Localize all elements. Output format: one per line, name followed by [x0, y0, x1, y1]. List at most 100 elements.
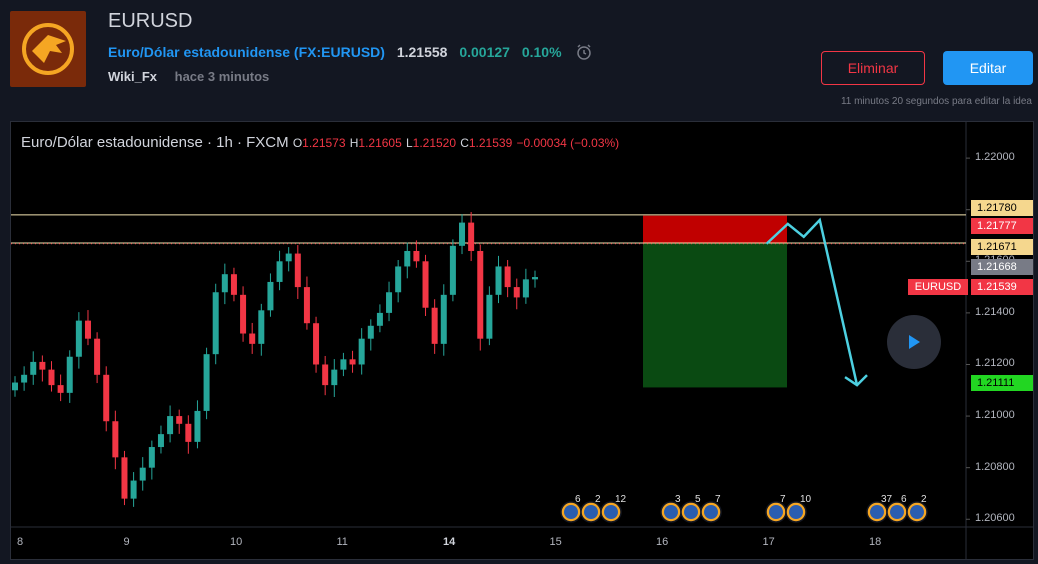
edit-button[interactable]: Editar: [943, 51, 1033, 85]
candle-body: [176, 416, 183, 424]
price-tag: 1.21777: [971, 218, 1033, 234]
candle-body: [267, 281, 274, 311]
candle-body: [212, 292, 219, 355]
candle-body: [39, 361, 46, 370]
candle-body: [57, 385, 64, 393]
author-logo[interactable]: [10, 11, 86, 87]
chart-panel[interactable]: 6 2 12 3 5 7 7 10 37 6 2 Euro/Dólar estadounidense…: [10, 121, 1034, 560]
event-flag-inner: [664, 505, 678, 519]
play-replay-button[interactable]: [887, 315, 941, 369]
play-icon: [909, 335, 920, 349]
idea-arrowhead: [844, 374, 868, 387]
candle-body: [221, 274, 228, 293]
event-count-label: 6: [575, 494, 581, 505]
event-flag-inner: [870, 505, 884, 519]
open-value: 1.21573: [302, 136, 346, 150]
candle-body: [303, 287, 310, 324]
price-change: 0.00127: [459, 44, 510, 61]
event-flag-inner: [769, 505, 783, 519]
alert-clock-icon[interactable]: [575, 43, 593, 64]
event-count-label: 12: [615, 494, 627, 505]
candle-body: [276, 261, 283, 282]
candle-body: [367, 325, 374, 339]
candle-body: [313, 323, 320, 365]
event-flag-inner: [564, 505, 578, 519]
candle-body: [30, 361, 37, 375]
candle-body: [258, 310, 265, 344]
x-tick-label: 16: [656, 536, 669, 548]
candle-body: [322, 364, 329, 386]
event-flag-inner: [584, 505, 598, 519]
event-flag-inner: [789, 505, 803, 519]
candle-body: [486, 294, 493, 339]
author-row: Wiki_Fx hace 3 minutos: [108, 69, 269, 84]
event-flag-inner: [910, 505, 924, 519]
candle-body: [130, 480, 137, 499]
event-count-label: 3: [675, 494, 681, 505]
event-count-label: 37: [881, 494, 893, 505]
candle-body: [203, 354, 210, 411]
candle-body: [422, 261, 429, 308]
candle-body: [230, 274, 237, 295]
price-chart[interactable]: 6 2 12 3 5 7 7 10 37 6 2: [11, 122, 1033, 559]
candle-body: [167, 416, 174, 435]
candle-body: [386, 292, 393, 313]
candle-body: [459, 222, 466, 246]
candle-body: [468, 222, 475, 251]
candle-body: [294, 253, 301, 288]
x-tick-label: 10: [230, 536, 243, 548]
idea-arrow-path: [765, 217, 859, 386]
chart-legend: Euro/Dólar estadounidense · 1h · FXCM O1…: [21, 134, 620, 151]
candle-body: [340, 359, 347, 370]
candle-body: [66, 356, 73, 393]
x-tick-label: 14: [443, 536, 456, 548]
author-name[interactable]: Wiki_Fx: [108, 69, 158, 84]
event-flag-inner: [890, 505, 904, 519]
x-tick-label: 11: [336, 536, 348, 548]
high-value: 1.21605: [358, 136, 402, 150]
candle-body: [532, 277, 538, 280]
delete-button[interactable]: Eliminar: [821, 51, 925, 85]
edit-timer-note: 11 minutos 20 segundos para editar la id…: [840, 96, 1032, 107]
event-count-label: 5: [695, 494, 701, 505]
x-tick-label: 8: [17, 536, 24, 548]
candle-body: [12, 382, 18, 391]
candle-body: [185, 423, 192, 442]
candle-body: [376, 312, 383, 326]
y-tick-label: 1.22000: [975, 151, 1015, 164]
event-flag-inner: [604, 505, 618, 519]
event-count-label: 6: [901, 494, 907, 505]
candle-body: [431, 307, 438, 344]
candle-body: [395, 266, 402, 293]
close-value: 1.21539: [468, 136, 513, 150]
last-price: 1.21558: [396, 44, 448, 61]
idea-title: EURUSD: [108, 10, 193, 32]
symbol-link[interactable]: Euro/Dólar estadounidense (FX:EURUSD): [108, 44, 385, 61]
eagle-logo-icon: [22, 23, 74, 75]
price-change-pct: 0.10%: [521, 44, 562, 61]
x-tick-label: 17: [762, 536, 775, 548]
candle-body: [148, 447, 155, 468]
candle-body: [21, 374, 28, 383]
candle-body: [285, 253, 292, 262]
y-tick-label: 1.21000: [975, 409, 1015, 422]
candle-body: [358, 338, 365, 365]
candle-body: [48, 369, 55, 386]
x-tick-label: 9: [123, 536, 130, 548]
price-tag: 1.21111: [971, 375, 1033, 391]
price-tag: 1.21780: [971, 200, 1033, 216]
event-flag-inner: [684, 505, 698, 519]
candle-body: [139, 467, 146, 481]
candle-body: [240, 294, 247, 334]
candle-body: [504, 266, 511, 288]
y-tick-label: 1.20600: [975, 512, 1015, 525]
candle-body: [157, 434, 164, 448]
legend-title: Euro/Dólar estadounidense · 1h · FXCM: [21, 134, 289, 151]
candle-body: [440, 294, 447, 344]
publish-time: hace 3 minutos: [174, 69, 270, 84]
idea-header: EURUSD Euro/Dólar estadounidense (FX:EUR…: [0, 0, 1038, 118]
y-tick-label: 1.20800: [975, 460, 1015, 473]
candle-body: [194, 410, 201, 442]
price-tag: 1.21668: [971, 259, 1033, 275]
y-tick-label: 1.21400: [975, 305, 1015, 318]
